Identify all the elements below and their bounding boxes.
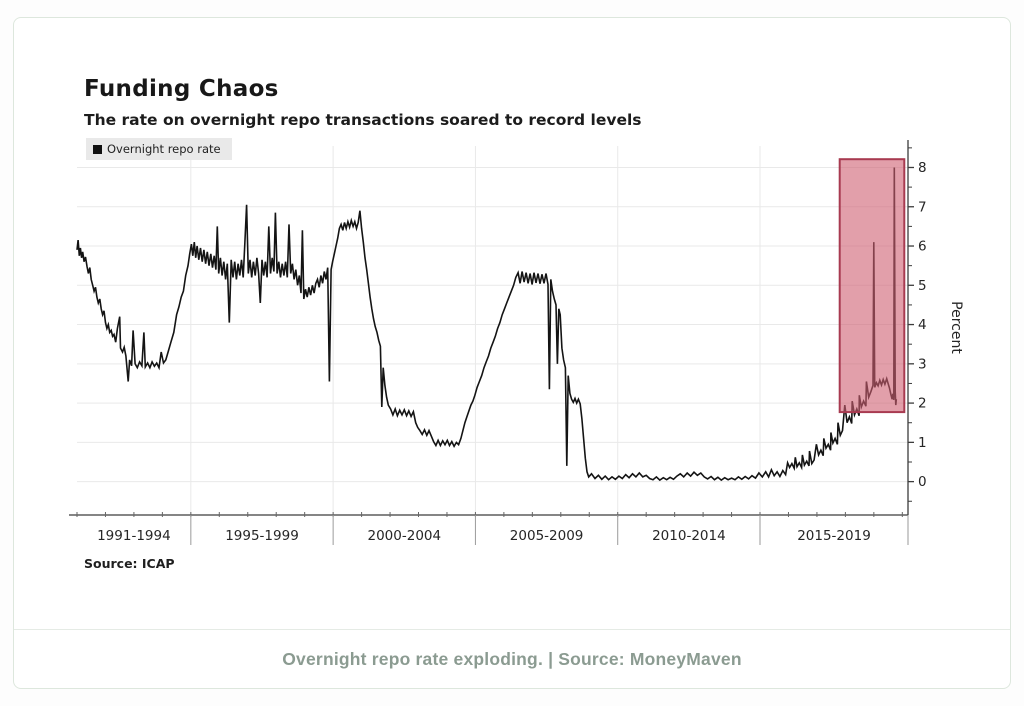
caption-text: Overnight repo rate exploding. | Source:… <box>282 648 742 669</box>
svg-text:2005-2009: 2005-2009 <box>510 528 584 544</box>
svg-text:1995-1999: 1995-1999 <box>225 528 299 544</box>
svg-text:2010-2014: 2010-2014 <box>652 528 726 544</box>
legend-swatch-icon <box>93 144 102 154</box>
svg-text:2: 2 <box>918 396 927 412</box>
svg-text:5: 5 <box>918 278 927 294</box>
repo-rate-line-chart: 1991-1994 1995-1999 2000-2004 2005-2009 2010… <box>69 140 964 545</box>
svg-text:6: 6 <box>918 239 927 255</box>
svg-text:1: 1 <box>918 435 927 451</box>
svg-text:8: 8 <box>918 160 927 176</box>
caption-bar: Overnight repo rate exploding. | Source:… <box>14 629 1010 688</box>
svg-text:7: 7 <box>918 199 927 215</box>
chart-title: Funding Chaos <box>84 76 279 102</box>
legend-label: Overnight repo rate <box>107 142 221 156</box>
svg-text:2000-2004: 2000-2004 <box>368 528 442 544</box>
article-card: 1991-1994 1995-1999 2000-2004 2005-2009 2010… <box>13 17 1011 689</box>
svg-text:Percent: Percent <box>948 301 964 354</box>
chart-subtitle: The rate on overnight repo transactions … <box>84 111 642 129</box>
svg-text:0: 0 <box>918 474 927 490</box>
svg-text:2015-2019: 2015-2019 <box>797 528 871 544</box>
chart-figure: 1991-1994 1995-1999 2000-2004 2005-2009 2010… <box>14 18 1010 629</box>
svg-text:1991-1994: 1991-1994 <box>97 528 171 544</box>
svg-text:4: 4 <box>918 317 927 333</box>
svg-text:3: 3 <box>918 356 927 372</box>
source-label: Source: ICAP <box>84 556 175 571</box>
legend: Overnight repo rate <box>86 138 232 160</box>
